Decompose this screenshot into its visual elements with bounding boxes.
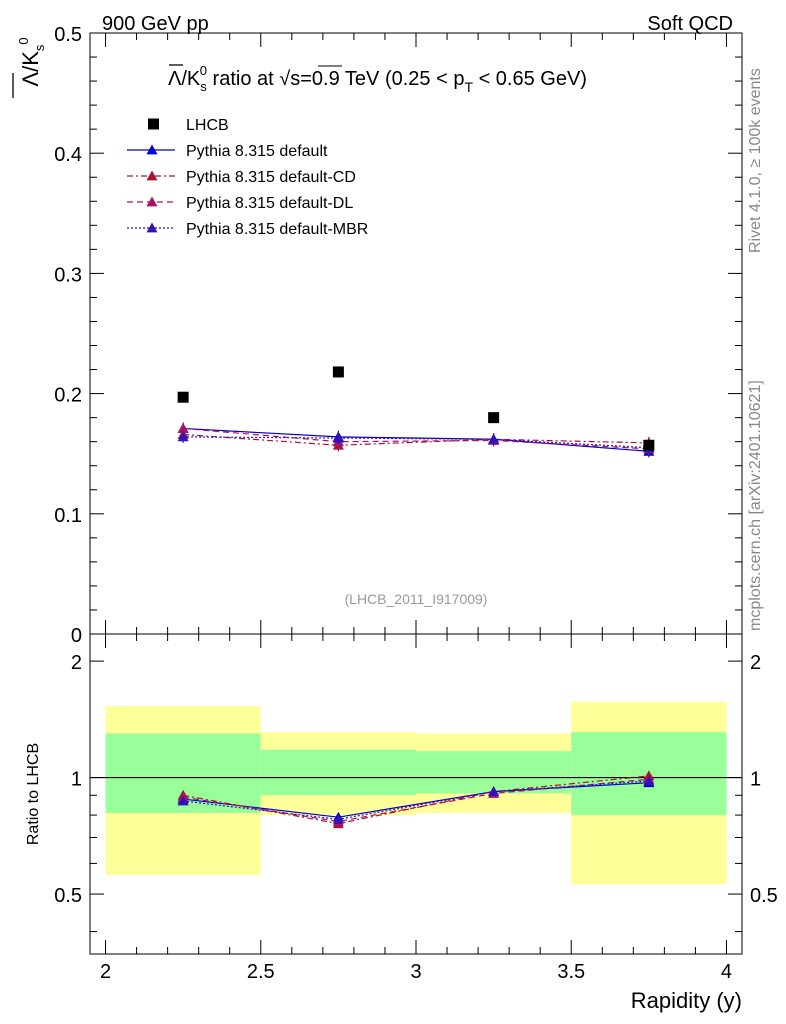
ratio-series-line-pythia-8-315-default-cd [183, 775, 649, 825]
main-y-tick-label: 0.1 [54, 505, 82, 527]
y-label-lambda: Λ [18, 72, 43, 87]
header-left-label: 900 GeV pp [102, 13, 209, 35]
ratio-uncertainty-bands [90, 701, 742, 885]
legend-marker-lhcb [148, 118, 159, 130]
legend-label: LHCB [186, 117, 229, 134]
x-tick-label: 3 [410, 961, 421, 983]
legend-marker-pythia-8-315-default-mbr [146, 222, 158, 233]
ratio-band-green [260, 749, 416, 796]
ratio-series-marker [332, 813, 344, 824]
x-tick-label: 2 [100, 961, 111, 983]
main-y-tick-label: 0 [71, 625, 82, 647]
main-series-marker [488, 433, 500, 444]
y-label-sup-0: 0 [16, 37, 31, 44]
ratio-y-tick-label-right: 1 [750, 769, 761, 791]
title-energy: s=0.9 TeV (0.25 < p [290, 68, 464, 90]
main-y-tick-label: 0.3 [54, 264, 82, 286]
main-y-tick-label: 0.5 [54, 24, 82, 46]
ratio-series-line-pythia-8-315-default [183, 782, 649, 818]
title-ratio-rest: ratio at [207, 68, 279, 90]
ratio-series-marker [488, 786, 500, 796]
main-series-line-pythia-8-315-default-mbr [183, 436, 649, 449]
mcplots-label: mcplots.cern.ch [arXiv:2401.10621] [747, 380, 764, 631]
rivet-version-label: Rivet 4.1.0, ≥ 100k events [747, 68, 764, 253]
legend-label: Pythia 8.315 default-CD [186, 169, 356, 186]
x-tick-label: 3.5 [557, 961, 585, 983]
main-title: Λ/Ks0 ratio at √s=0.9 TeV (0.25 < pT < 0… [168, 63, 587, 95]
lhcb-data-points [177, 366, 655, 451]
header-right-label: Soft QCD [647, 13, 733, 35]
ratio-y-tick-label-left: 1 [71, 769, 82, 791]
lhcb-data-point [332, 366, 344, 378]
main-series-marker [177, 422, 189, 433]
legend-label: Pythia 8.315 default-MBR [186, 221, 368, 238]
legend-marker-pythia-8-315-default-cd [146, 170, 158, 181]
ratio-series [177, 770, 655, 829]
title-sub-s: s [200, 79, 207, 94]
main-series-marker [177, 431, 189, 442]
title-pt-sub: T [464, 79, 473, 95]
y-label-sub-s: s [32, 44, 47, 51]
ratio-series-marker [177, 795, 189, 806]
ratio-y-tick-label-right: 0.5 [750, 885, 778, 907]
ratio-series-marker [643, 775, 655, 786]
analysis-id-label: (LHCB_2011_I917009) [345, 591, 488, 607]
legend-marker-pythia-8-315-default-dl [146, 196, 158, 207]
ratio-y-tick-label-right: 2 [750, 652, 761, 674]
main-series [177, 422, 655, 458]
lhcb-data-point [488, 412, 500, 424]
title-range-end: < 0.65 GeV) [473, 68, 587, 90]
legend-label: Pythia 8.315 default [186, 143, 328, 160]
x-axis-label: Rapidity (y) [631, 988, 742, 1013]
title-lambda: Λ [168, 68, 182, 90]
title-sqrt: √ [279, 68, 290, 90]
lhcb-data-point [177, 391, 189, 403]
main-series-line-pythia-8-315-default [183, 427, 649, 452]
ratio-y-tick-label-left: 2 [71, 652, 82, 674]
lhcb-data-point [643, 439, 655, 451]
main-series-line-pythia-8-315-default-dl [183, 427, 649, 450]
main-y-tick-label: 0.4 [54, 144, 82, 166]
legend-marker-pythia-8-315-default [146, 144, 158, 155]
x-tick-label: 4 [721, 961, 732, 983]
ratio-series-line-pythia-8-315-default-dl [183, 778, 649, 823]
main-series-marker [332, 432, 344, 443]
y-label-slash-k: /K [18, 51, 43, 72]
title-sup-0: 0 [200, 63, 207, 78]
title-ratio-label: /K [181, 68, 201, 90]
main-y-ticks: 0 0.1 0.2 0.3 0.4 0.5 [54, 24, 742, 647]
legend-label: Pythia 8.315 default-DL [186, 195, 353, 212]
x-axis-ticks: 2 2.5 3 3.5 4 [100, 634, 732, 983]
ratio-y-ticks: 0.5 0.5 1 1 2 2 [54, 652, 778, 933]
ratio-y-axis-label: Ratio to LHCB [25, 743, 42, 845]
x-tick-label: 2.5 [247, 961, 275, 983]
main-y-tick-label: 0.2 [54, 385, 82, 407]
legend: LHCB Pythia 8.315 default Pythia 8.315 def… [127, 117, 368, 238]
main-series-line-pythia-8-315-default-cd [183, 433, 649, 446]
main-y-axis-label: Λ/Ks0 [16, 37, 47, 86]
ratio-y-tick-label-left: 0.5 [54, 885, 82, 907]
